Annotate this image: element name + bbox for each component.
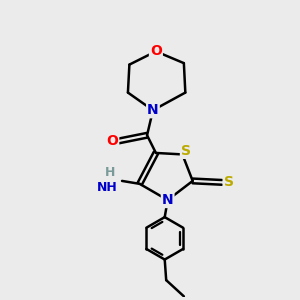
Text: S: S (181, 144, 191, 158)
Text: NH: NH (97, 181, 118, 194)
Text: N: N (162, 193, 173, 207)
Text: O: O (106, 134, 118, 148)
Text: S: S (224, 176, 234, 189)
Text: O: O (150, 44, 162, 58)
Text: H: H (105, 167, 116, 179)
Text: N: N (147, 103, 159, 117)
